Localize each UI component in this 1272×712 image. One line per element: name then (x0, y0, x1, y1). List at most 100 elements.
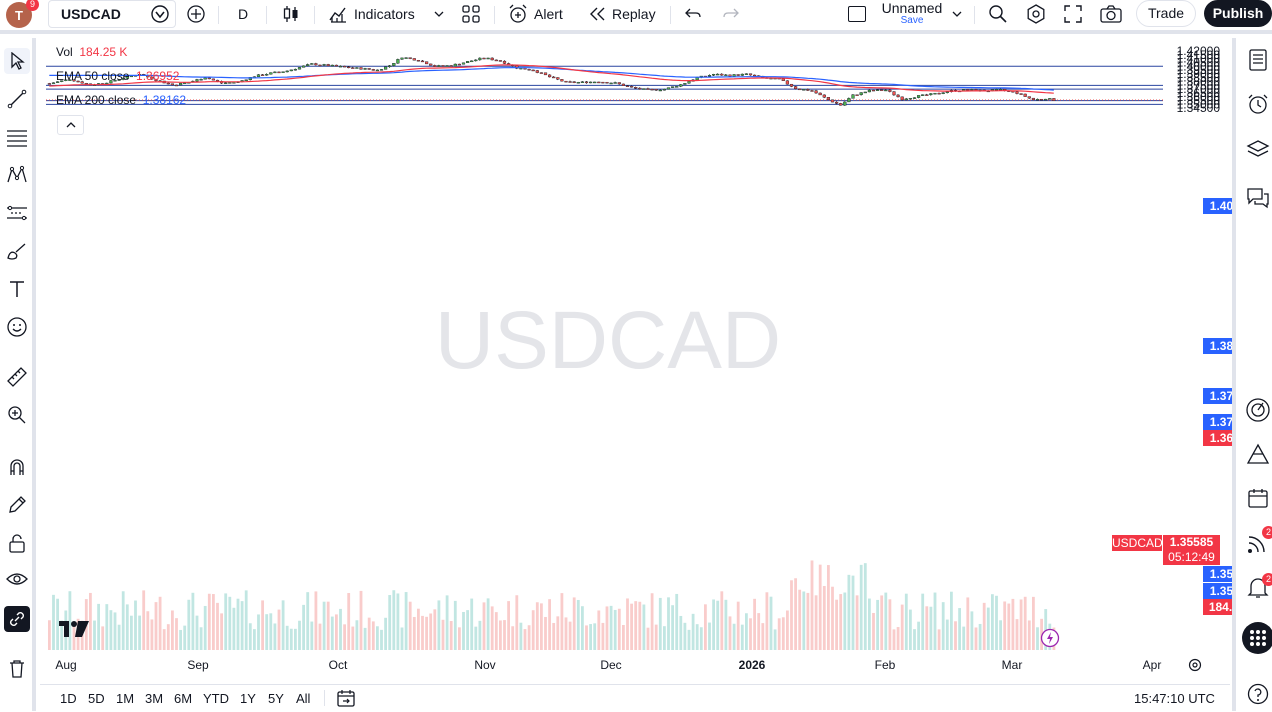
time-axis-settings-icon[interactable] (1188, 658, 1202, 677)
indicators-button[interactable]: Indicators (328, 0, 415, 28)
symbol-search[interactable]: USDCAD (48, 0, 176, 28)
candle-body (51, 82, 56, 84)
volume-bar (736, 601, 740, 650)
candle-body (72, 79, 76, 82)
magnet-icon[interactable] (4, 454, 30, 480)
help-icon[interactable] (1244, 680, 1272, 708)
templates-icon[interactable] (462, 0, 480, 28)
quick-search-icon[interactable] (988, 0, 1008, 28)
streams-icon[interactable] (1244, 530, 1272, 558)
ema50-legend[interactable]: EMA 50 close 1.36952 (56, 69, 179, 83)
ema200-legend[interactable]: EMA 200 close 1.38162 (56, 93, 186, 107)
candle-body (228, 82, 232, 84)
forecasting-icon[interactable] (4, 200, 30, 226)
drawing-mode-pencil-icon[interactable] (4, 492, 30, 518)
watchlist-icon[interactable] (1244, 46, 1272, 74)
chart-area[interactable]: USDCAD 1.42000 1.41500 1.41000 1.40500 1.400… (40, 38, 1260, 684)
alert-button[interactable]: Alert (508, 0, 563, 28)
publish-button[interactable]: Publish (1204, 0, 1272, 27)
collapse-legend-button[interactable] (57, 115, 84, 135)
candle-body (113, 80, 117, 82)
compare-symbol-button[interactable] (186, 0, 208, 28)
price-tick-label: 1.36500 (1177, 86, 1221, 100)
candle-body (105, 82, 109, 85)
layout-checkbox-icon[interactable] (848, 0, 866, 28)
trend-line-icon[interactable] (4, 86, 30, 112)
interval-button[interactable]: D (238, 0, 248, 28)
candle-body (638, 87, 642, 90)
range-ytd[interactable]: YTD (203, 691, 229, 706)
watermark: USDCAD (435, 295, 781, 386)
volume-bar (474, 626, 478, 650)
price-tick-label: 1.38500 (1177, 71, 1221, 85)
go-to-date-icon[interactable] (336, 689, 356, 712)
alerts-clock-icon[interactable] (1244, 90, 1272, 118)
candle-body (785, 80, 789, 85)
undo-icon[interactable] (684, 0, 702, 28)
price-tick-label: 1.35500 (1177, 94, 1221, 108)
range-5y[interactable]: 5Y (268, 691, 284, 706)
notifications-bell-icon[interactable] (1244, 574, 1272, 602)
chevron-down-icon[interactable] (952, 0, 962, 28)
layout-name-button[interactable]: Unnamed Save (876, 0, 948, 28)
settings-gear-icon[interactable] (1026, 0, 1046, 28)
replay-button[interactable]: Replay (588, 0, 656, 28)
range-1m[interactable]: 1M (116, 691, 135, 706)
range-3m[interactable]: 3M (145, 691, 164, 706)
price-chart[interactable]: USDCAD 1.420001.415001.410001.405001.400… (40, 38, 1232, 684)
range-1d[interactable]: 1D (60, 691, 77, 706)
redo-icon[interactable] (722, 0, 740, 28)
range-5d[interactable]: 5D (88, 691, 105, 706)
volume-bar (540, 603, 543, 650)
pattern-icon[interactable] (4, 162, 30, 188)
volume-bar (203, 605, 207, 650)
candle-body (474, 59, 478, 62)
volume-bar (441, 619, 445, 650)
range-6m[interactable]: 6M (174, 691, 193, 706)
camera-icon[interactable] (1100, 0, 1122, 28)
volume-bar (810, 560, 814, 650)
link-icon[interactable] (4, 606, 30, 632)
apps-grid-icon[interactable] (1242, 622, 1272, 654)
volume-bar (220, 613, 223, 650)
emoji-icon[interactable] (4, 314, 30, 340)
time-tick-label: Mar (1002, 658, 1023, 672)
layers-icon[interactable] (1244, 136, 1272, 164)
target-icon[interactable] (1244, 396, 1272, 424)
chevron-down-icon[interactable] (434, 0, 444, 28)
tradingview-logo[interactable] (58, 620, 90, 643)
volume-bar (605, 606, 609, 650)
volume-legend[interactable]: Vol 184.25 K (56, 45, 127, 59)
brush-icon[interactable] (4, 238, 30, 264)
earnings-lightning-icon[interactable] (1040, 628, 1060, 653)
volume-bar (486, 598, 490, 650)
cursor-icon[interactable] (4, 48, 30, 74)
candle-body (888, 89, 892, 92)
volume-bar (1015, 619, 1019, 650)
volume-bar (991, 594, 994, 650)
candles-icon[interactable] (282, 0, 300, 28)
lock-icon[interactable] (4, 530, 30, 556)
symbol-search-icon[interactable] (150, 0, 172, 28)
volume-bar (913, 629, 916, 650)
zoom-in-icon[interactable] (4, 402, 30, 428)
candle-body (867, 89, 871, 93)
candle-body (1019, 93, 1023, 95)
volume-bar (896, 627, 900, 650)
chat-icon[interactable] (1244, 184, 1272, 212)
clock-timezone[interactable]: 15:47:10 UTC (1134, 691, 1215, 706)
calendar-icon[interactable] (1244, 484, 1272, 512)
trash-icon[interactable] (4, 656, 30, 682)
ideas-pyramid-icon[interactable] (1244, 440, 1272, 468)
range-1y[interactable]: 1Y (240, 691, 256, 706)
text-icon[interactable] (4, 276, 30, 302)
ruler-icon[interactable] (4, 364, 30, 390)
eye-icon[interactable] (4, 566, 30, 592)
fib-retracement-icon[interactable] (4, 124, 30, 150)
trade-button[interactable]: Trade (1136, 0, 1196, 27)
range-all[interactable]: All (296, 691, 311, 706)
candle-body (568, 81, 572, 83)
fullscreen-icon[interactable] (1064, 0, 1082, 28)
volume-bar (728, 616, 732, 650)
toolbar-separator (974, 6, 975, 24)
